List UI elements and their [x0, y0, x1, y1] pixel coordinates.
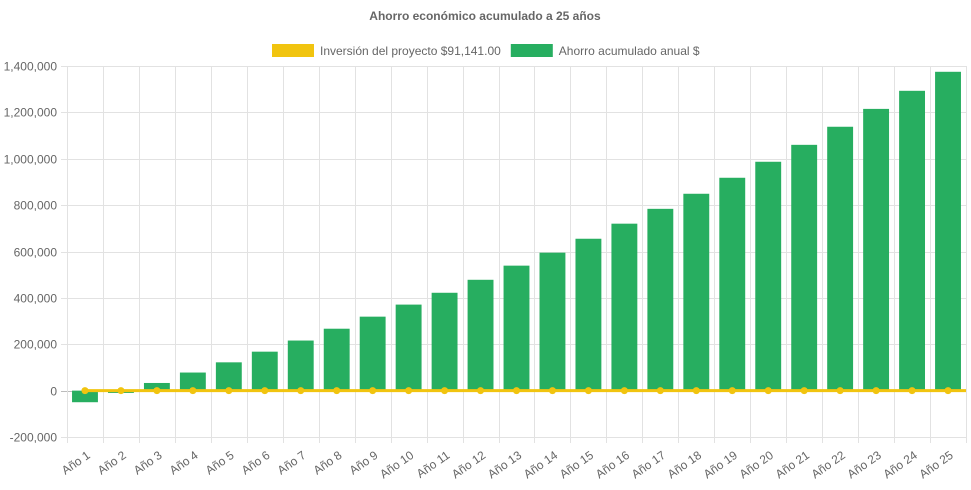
line-point: [656, 387, 664, 395]
line-point: [369, 387, 377, 395]
x-tick-label: Año 20: [737, 448, 776, 481]
line-point: [764, 387, 772, 395]
legend: Inversión del proyecto $91,141.00 Ahorro …: [272, 44, 700, 58]
x-tick-label: Año 3: [131, 448, 165, 478]
x-tick-label: Año 5: [203, 448, 237, 478]
bar: [215, 362, 242, 391]
bar: [359, 316, 386, 391]
bar: [395, 304, 422, 391]
bar: [575, 238, 602, 391]
bar: [539, 252, 566, 391]
bar: [503, 265, 530, 391]
bar: [611, 223, 638, 391]
line-point: [908, 387, 916, 395]
x-tick-label: Año 16: [593, 448, 632, 481]
line-point: [333, 387, 341, 395]
line-point: [728, 387, 736, 395]
bar: [863, 108, 890, 391]
bar: [719, 177, 746, 391]
line-point: [620, 387, 628, 395]
line-point: [800, 387, 808, 395]
bar: [827, 126, 854, 391]
x-tick-label: Año 18: [665, 448, 704, 481]
line-point: [153, 387, 161, 395]
x-tick-label: Año 4: [167, 448, 201, 478]
x-tick-label: Año 25: [917, 448, 956, 481]
bar: [683, 193, 710, 391]
bar: [899, 90, 926, 391]
x-tick-label: Año 8: [311, 448, 345, 478]
x-tick-label: Año 19: [701, 448, 740, 481]
bar: [323, 328, 350, 391]
bar: [143, 382, 170, 391]
y-tick-label: 200,000: [14, 338, 58, 352]
x-tick-label: Año 22: [809, 448, 848, 481]
line-point: [405, 387, 413, 395]
y-tick-label: 0: [50, 385, 57, 399]
x-tick-label: Año 13: [485, 448, 524, 481]
x-tick-label: Año 24: [881, 448, 920, 481]
x-tick-label: Año 15: [557, 448, 596, 481]
y-tick-label: 400,000: [14, 292, 58, 306]
line-point: [297, 387, 305, 395]
line-point: [477, 387, 485, 395]
bar: [179, 372, 206, 391]
bar: [755, 161, 782, 391]
y-tick-label: 800,000: [14, 199, 58, 213]
x-tick-label: Año 6: [239, 448, 273, 478]
bar: [251, 351, 278, 391]
line-point: [836, 387, 844, 395]
y-tick-label: 1,400,000: [4, 60, 58, 74]
line-point: [692, 387, 700, 395]
x-tick-label: Año 23: [845, 448, 884, 481]
line-point: [872, 387, 880, 395]
bar: [791, 144, 818, 391]
x-tick-label: Año 17: [629, 448, 668, 481]
line-point: [513, 387, 520, 395]
legend-label: Inversión del proyecto $91,141.00: [320, 44, 501, 58]
legend-label: Ahorro acumulado anual $: [559, 44, 700, 58]
x-tick-label: Año 14: [521, 448, 560, 481]
line-point: [584, 387, 592, 395]
legend-swatch: [272, 44, 314, 57]
y-tick-label: -200,000: [10, 431, 58, 445]
line-point: [225, 387, 233, 395]
x-tick-label: Año 2: [95, 448, 129, 478]
line-point: [261, 387, 269, 395]
grid: [61, 66, 967, 443]
y-tick-label: 1,200,000: [4, 106, 58, 120]
line-point: [441, 387, 449, 395]
bar: [647, 208, 674, 391]
line-point: [117, 387, 125, 395]
bar: [287, 340, 314, 391]
chart-title: Ahorro económico acumulado a 25 años: [369, 9, 601, 23]
x-tick-label: Año 10: [377, 448, 416, 481]
bar: [431, 292, 458, 391]
x-tick-label: Año 21: [773, 448, 812, 481]
legend-swatch: [510, 44, 553, 57]
bar: [935, 71, 961, 391]
x-tick-label: Año 1: [59, 448, 93, 478]
x-axis: Año 1 Año 2 Año 3 Año 4 Año 5 Año 6 Año 7 Año 8…: [59, 448, 956, 481]
y-tick-label: 600,000: [14, 246, 58, 260]
y-tick-label: 1,000,000: [4, 153, 58, 167]
x-tick-label: Año 9: [347, 448, 381, 478]
line-series: [81, 387, 966, 395]
x-tick-label: Año 12: [449, 448, 488, 481]
line-point: [548, 387, 556, 395]
x-tick-label: Año 11: [414, 448, 453, 481]
bar: [467, 279, 494, 391]
line-point: [189, 387, 197, 395]
line-point: [81, 387, 89, 395]
bars: [72, 71, 961, 403]
bar: [72, 390, 98, 403]
y-axis: -200,000 0 200,000 400,000 600,000 800,000 1,0…: [4, 60, 58, 445]
x-tick-label: Año 7: [275, 448, 309, 478]
line-point: [944, 387, 952, 395]
